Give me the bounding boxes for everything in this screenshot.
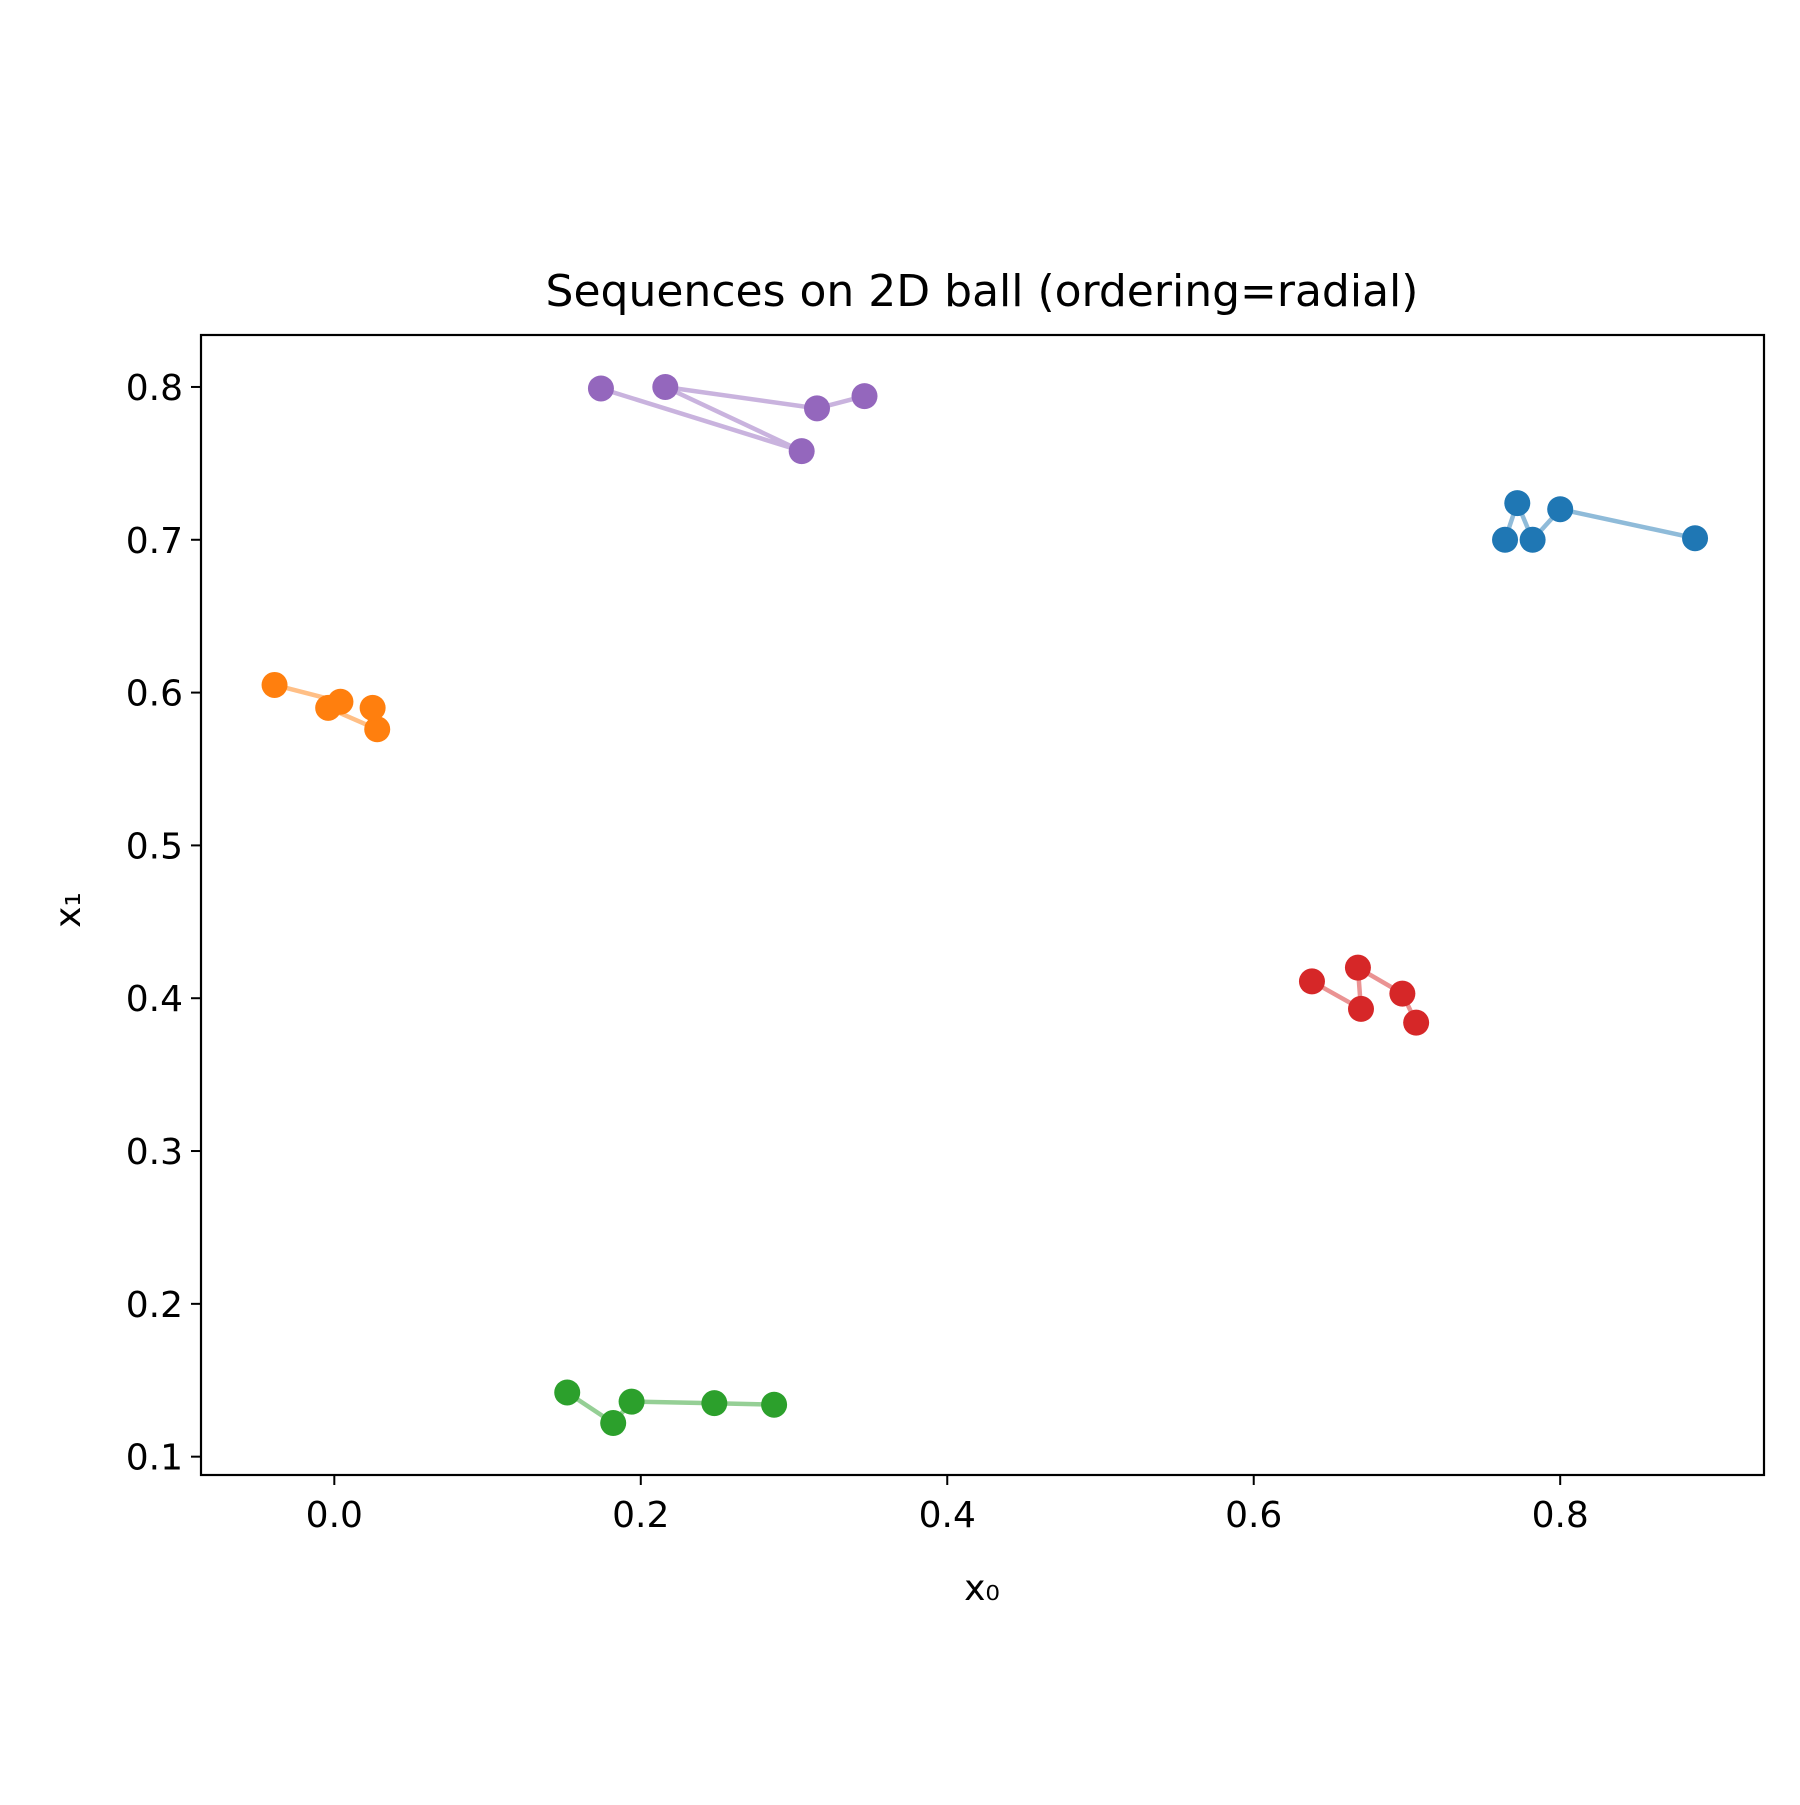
data-point [315, 694, 342, 721]
data-point [1492, 526, 1519, 553]
y-tick-label: 0.3 [126, 1132, 183, 1173]
data-point [600, 1410, 627, 1437]
data-point [851, 383, 878, 410]
x-tick-label: 0.8 [1532, 1495, 1589, 1536]
data-point [1403, 1009, 1430, 1036]
data-point [788, 438, 815, 465]
data-point [1547, 496, 1574, 523]
data-point [554, 1379, 581, 1406]
series-4 [1298, 954, 1430, 1036]
data-point [618, 1388, 645, 1415]
data-point [364, 716, 391, 743]
chart-title: Sequences on 2D ball (ordering=radial) [546, 266, 1419, 317]
data-point [1682, 525, 1709, 552]
y-tick-label: 0.7 [126, 521, 183, 562]
data-point [261, 671, 288, 698]
y-tick-label: 0.5 [126, 826, 183, 867]
series-1 [1492, 490, 1709, 553]
data-point [1389, 980, 1416, 1007]
axes-frame [199, 333, 1766, 1477]
x-axis-ticks: 0.0 0.2 0.4 0.6 0.8 [306, 1475, 1589, 1536]
x-tick-label: 0.2 [612, 1495, 669, 1536]
series-2 [261, 671, 391, 743]
data-point [652, 373, 679, 400]
series-5 [587, 373, 878, 465]
x-tick-label: 0.6 [1225, 1495, 1282, 1536]
data-point [1344, 954, 1371, 981]
data-point [1519, 526, 1546, 553]
plot-area [261, 373, 1709, 1437]
x-tick-label: 0.4 [919, 1495, 976, 1536]
data-point [1298, 968, 1325, 995]
y-tick-label: 0.8 [126, 368, 183, 409]
x-axis-label: x₀ [964, 1568, 1000, 1609]
data-point [1347, 995, 1374, 1022]
y-tick-label: 0.4 [126, 979, 183, 1020]
y-tick-label: 0.1 [126, 1438, 183, 1479]
y-tick-label: 0.2 [126, 1285, 183, 1326]
data-point [587, 375, 614, 402]
y-axis-ticks: 0.1 0.2 0.3 0.4 0.5 0.6 0.7 0.8 [126, 368, 201, 1479]
y-axis-label: x₁ [48, 892, 89, 928]
data-point [804, 395, 831, 422]
data-point [1504, 490, 1531, 517]
x-tick-label: 0.0 [306, 1495, 363, 1536]
series-3 [554, 1379, 788, 1437]
data-point [359, 694, 386, 721]
y-tick-label: 0.6 [126, 674, 183, 715]
data-point [701, 1390, 728, 1417]
data-point [761, 1391, 788, 1418]
